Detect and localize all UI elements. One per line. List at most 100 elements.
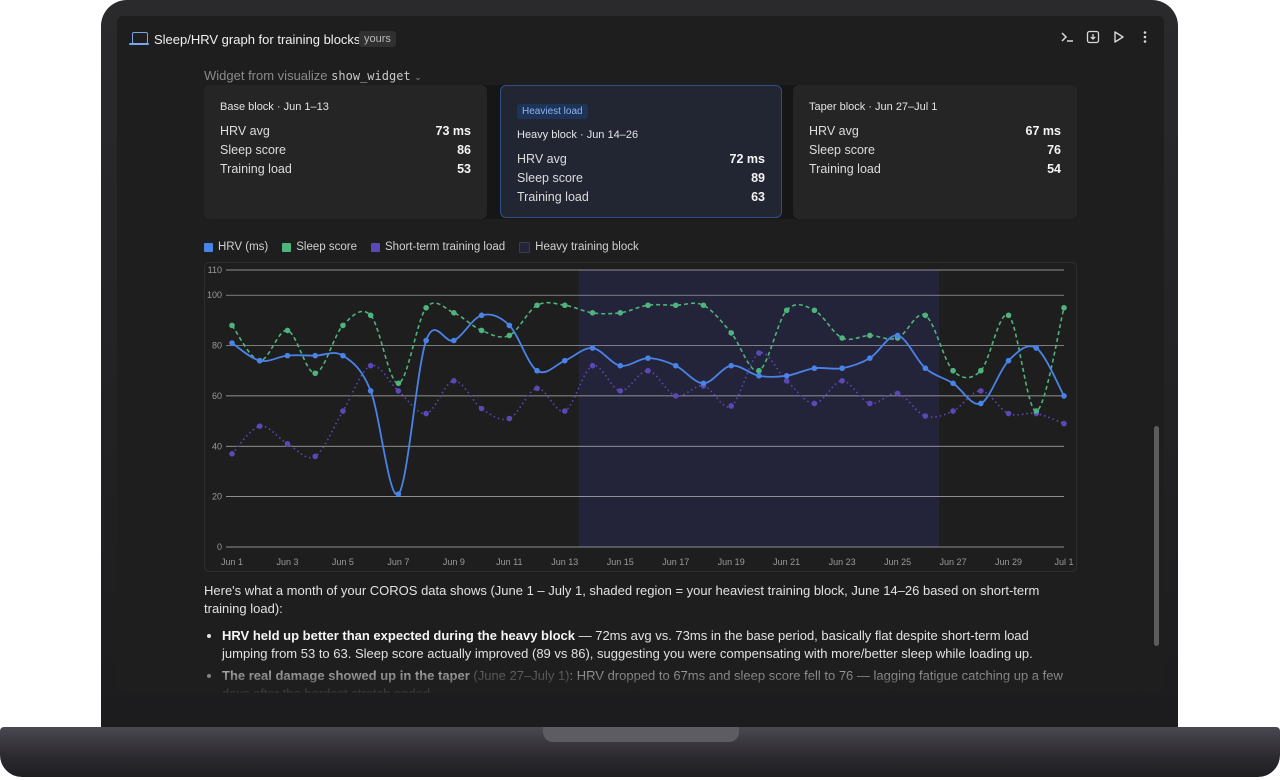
- data-point-sleep: [340, 322, 346, 329]
- data-point-load: [423, 410, 429, 417]
- run-icon[interactable]: [1112, 29, 1126, 45]
- stat-label: Sleep score: [220, 143, 287, 157]
- legend-label: Sleep score: [296, 241, 357, 253]
- widget-source-label[interactable]: Widget from visualize show_widget ⌄: [204, 68, 422, 83]
- x-tick-label: Jun 17: [662, 557, 689, 567]
- data-point-load: [506, 415, 513, 422]
- stat-label: Training load: [517, 190, 589, 204]
- x-tick-label: Jun 1: [221, 557, 243, 567]
- stat-label: HRV avg: [517, 152, 567, 166]
- legend-item-load[interactable]: Short-term training load: [371, 241, 505, 253]
- download-icon[interactable]: [1086, 29, 1100, 45]
- y-tick-label: 20: [212, 492, 222, 502]
- legend-item-sleep[interactable]: Sleep score: [282, 241, 357, 253]
- y-tick-label: 60: [212, 391, 222, 401]
- data-point-load: [451, 378, 457, 384]
- stat-sleep: Sleep score 86: [220, 143, 471, 157]
- data-point-load: [839, 378, 845, 384]
- data-point-hrv: [451, 337, 457, 344]
- stat-value: 53: [457, 162, 471, 176]
- finding-item: The real damage showed up in the taper (…: [222, 667, 1074, 693]
- chevron-down-icon: ⌄: [414, 72, 422, 82]
- data-point-load: [978, 388, 984, 394]
- data-point-hrv: [506, 322, 513, 329]
- terminal-icon[interactable]: [1060, 29, 1074, 45]
- owner-badge: yours: [359, 31, 396, 47]
- data-point-hrv: [478, 312, 485, 319]
- scrollbar-thumb[interactable]: [1154, 426, 1159, 646]
- data-point-load: [811, 400, 818, 407]
- data-point-sleep: [423, 304, 429, 311]
- y-tick-label: 110: [208, 265, 222, 275]
- data-point-sleep: [506, 332, 513, 339]
- data-point-sleep: [922, 312, 929, 319]
- x-tick-label: Jun 7: [387, 557, 409, 567]
- data-point-sleep: [395, 380, 402, 387]
- data-point-hrv: [922, 365, 929, 372]
- data-point-load: [950, 408, 956, 414]
- data-point-hrv: [340, 352, 346, 359]
- data-point-load: [589, 362, 596, 369]
- data-point-load: [367, 362, 374, 369]
- app-screen: Sleep/HRV graph for training blocks your…: [117, 16, 1164, 693]
- data-point-load: [395, 388, 402, 394]
- data-point-sleep: [534, 302, 540, 309]
- stat-value: 67 ms: [1025, 124, 1061, 138]
- stat-load: Training load 53: [220, 162, 471, 176]
- chart-legend: HRV (ms) Sleep score Short-term training…: [204, 241, 639, 253]
- data-point-load: [256, 423, 263, 429]
- stat-value: 63: [751, 190, 765, 204]
- data-point-hrv: [312, 352, 318, 359]
- data-point-sleep: [312, 370, 318, 377]
- data-point-hrv: [589, 345, 596, 351]
- data-point-load: [562, 408, 568, 414]
- data-point-sleep: [700, 302, 707, 309]
- data-point-load: [728, 403, 734, 409]
- data-point-hrv: [1061, 393, 1067, 399]
- data-point-hrv: [672, 362, 679, 369]
- data-point-sleep: [839, 335, 845, 341]
- data-point-load: [645, 367, 651, 374]
- legend-item-block[interactable]: Heavy training block: [519, 241, 639, 253]
- stat-label: HRV avg: [220, 124, 270, 138]
- data-point-sleep: [229, 322, 235, 329]
- data-point-hrv: [284, 352, 291, 359]
- x-tick-label: Jun 29: [995, 557, 1022, 567]
- data-point-hrv: [617, 362, 624, 369]
- legend-label: Heavy training block: [535, 241, 639, 253]
- stat-hrv: HRV avg 67 ms: [809, 124, 1061, 138]
- title-bar: Sleep/HRV graph for training blocks your…: [117, 16, 1164, 62]
- data-point-sleep: [284, 327, 291, 334]
- data-point-load: [312, 453, 318, 460]
- data-point-sleep: [562, 302, 568, 309]
- legend-swatch: [282, 242, 292, 252]
- data-point-hrv: [256, 357, 263, 364]
- data-point-load: [284, 440, 291, 447]
- x-tick-label: Jun 3: [276, 557, 298, 567]
- data-point-sleep: [1061, 304, 1067, 311]
- more-options-icon[interactable]: [1138, 29, 1152, 45]
- data-point-sleep: [1005, 312, 1012, 319]
- stat-value: 73 ms: [435, 124, 471, 138]
- data-point-load: [922, 413, 929, 419]
- data-point-hrv: [728, 362, 734, 369]
- window-title: Sleep/HRV graph for training blocks: [154, 32, 361, 47]
- data-point-load: [478, 405, 485, 412]
- stat-value: 76: [1047, 143, 1061, 157]
- data-point-sleep: [589, 310, 596, 316]
- data-point-hrv: [811, 365, 818, 372]
- stat-sleep: Sleep score 89: [517, 171, 765, 185]
- stat-hrv: HRV avg 72 ms: [517, 152, 765, 166]
- data-point-hrv: [950, 380, 956, 387]
- card-title: Base block · Jun 1–13: [220, 101, 329, 113]
- legend-item-hrv[interactable]: HRV (ms): [204, 241, 268, 253]
- finding-heading: The real damage showed up in the taper: [222, 668, 470, 683]
- legend-swatch: [519, 241, 531, 253]
- data-point-load: [783, 378, 790, 384]
- heavy-block-region: [578, 270, 940, 547]
- data-point-hrv: [783, 372, 790, 379]
- series-line-sleep: [231, 301, 1065, 412]
- card-taper-block: Taper block · Jun 27–Jul 1 HRV avg 67 ms …: [793, 85, 1077, 219]
- widget-source-text: Widget from visualize: [204, 68, 328, 83]
- data-point-hrv: [756, 372, 762, 379]
